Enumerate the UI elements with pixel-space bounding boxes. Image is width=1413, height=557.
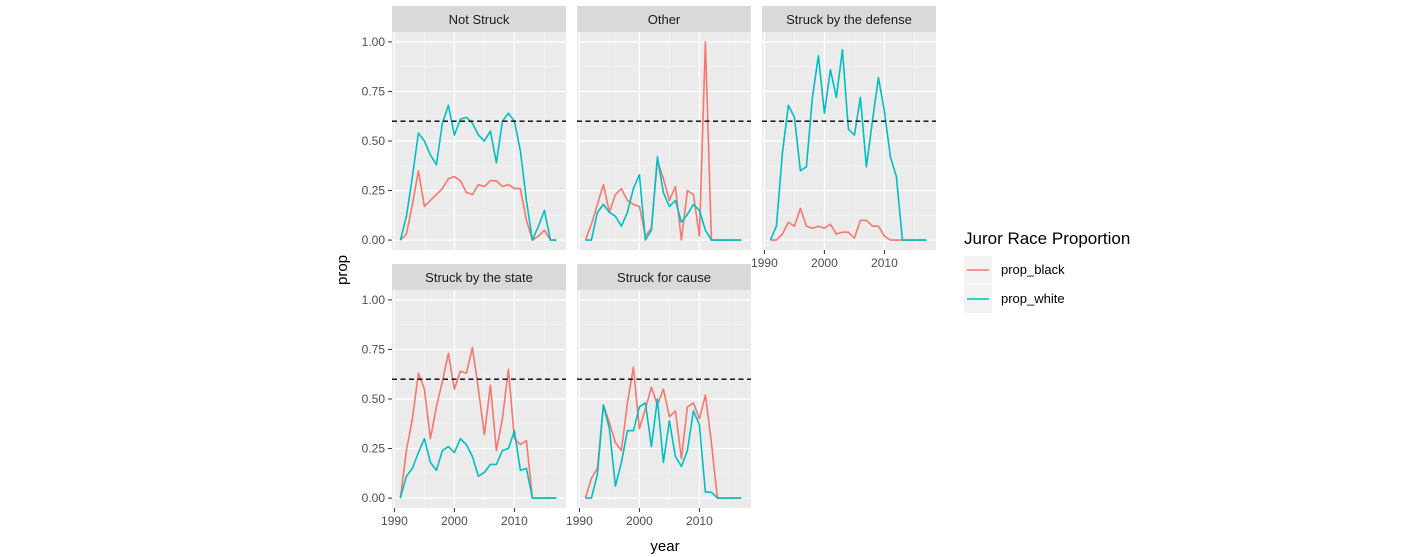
- facet-strip: [392, 264, 566, 290]
- y-tick-label: 0.25: [362, 442, 386, 456]
- legend-label: prop_black: [1001, 262, 1065, 277]
- facet-strip: [762, 6, 936, 32]
- series-line-prop-white: [585, 156, 742, 241]
- x-tick-label: 2010: [501, 514, 528, 528]
- x-axis-title: year: [650, 538, 679, 555]
- facet-panel: Other: [577, 6, 751, 250]
- y-tick-label: 0.50: [362, 134, 386, 148]
- x-tick-label: 1990: [751, 256, 778, 270]
- panels-layer: Not Struck 0.00 0.25 0.50 0.75 1.00 Other Struc…: [362, 6, 936, 528]
- y-tick-label: 0.00: [362, 233, 386, 247]
- series-line-prop-black: [584, 366, 742, 499]
- legend-label: prop_white: [1001, 291, 1065, 306]
- y-tick-label: 0.25: [362, 184, 386, 198]
- x-tick-label: 2000: [441, 514, 468, 528]
- legend-entry: prop_white: [964, 285, 1065, 313]
- facet-strip-label: Struck by the state: [425, 270, 533, 285]
- facet-strip-label: Other: [648, 12, 681, 27]
- x-tick-label: 2000: [626, 514, 653, 528]
- x-tick-label: 2010: [686, 514, 713, 528]
- y-tick-label: 0.50: [362, 392, 386, 406]
- legend-entry: prop_black: [964, 256, 1065, 284]
- facet-panel: Struck for cause 1990 2000 2010: [566, 264, 751, 528]
- series-line-prop-white: [585, 398, 742, 499]
- x-tick-label: 2000: [811, 256, 838, 270]
- facet-strip-label: Struck by the defense: [786, 12, 912, 27]
- facet-strip-label: Struck for cause: [617, 270, 711, 285]
- series-line-prop-white: [769, 49, 927, 241]
- y-axis-title: prop: [334, 255, 351, 285]
- series-line-prop-white: [399, 429, 557, 499]
- y-tick-label: 1.00: [362, 35, 386, 49]
- x-tick-label: 1990: [566, 514, 593, 528]
- series-line-prop-black: [399, 169, 557, 241]
- y-tick-label: 0.00: [362, 491, 386, 505]
- y-tick-label: 1.00: [362, 293, 386, 307]
- series-line-prop-white: [399, 104, 557, 241]
- facet-strip: [577, 6, 751, 32]
- y-tick-label: 0.75: [362, 84, 386, 98]
- facet-strip-label: Not Struck: [449, 12, 510, 27]
- x-tick-label: 2010: [871, 256, 898, 270]
- series-line-prop-black: [770, 207, 927, 241]
- legend-title: Juror Race Proportion: [964, 229, 1130, 248]
- y-tick-label: 0.75: [362, 342, 386, 356]
- legend: Juror Race Proportion prop_black prop_whi…: [964, 229, 1130, 313]
- legend-entries: prop_black prop_white: [964, 256, 1065, 313]
- facet-panel: Not Struck 0.00 0.25 0.50 0.75 1.00: [362, 6, 566, 250]
- facet-strip: [392, 6, 566, 32]
- x-tick-label: 1990: [381, 514, 408, 528]
- facet-panel: Struck by the defense 1990 2000 2010: [751, 6, 936, 270]
- facet-strip: [577, 264, 751, 290]
- facet-panel: Struck by the state 0.00 0.25 0.50 0.75 1.00 1…: [362, 264, 566, 528]
- series-line-prop-black: [399, 346, 557, 499]
